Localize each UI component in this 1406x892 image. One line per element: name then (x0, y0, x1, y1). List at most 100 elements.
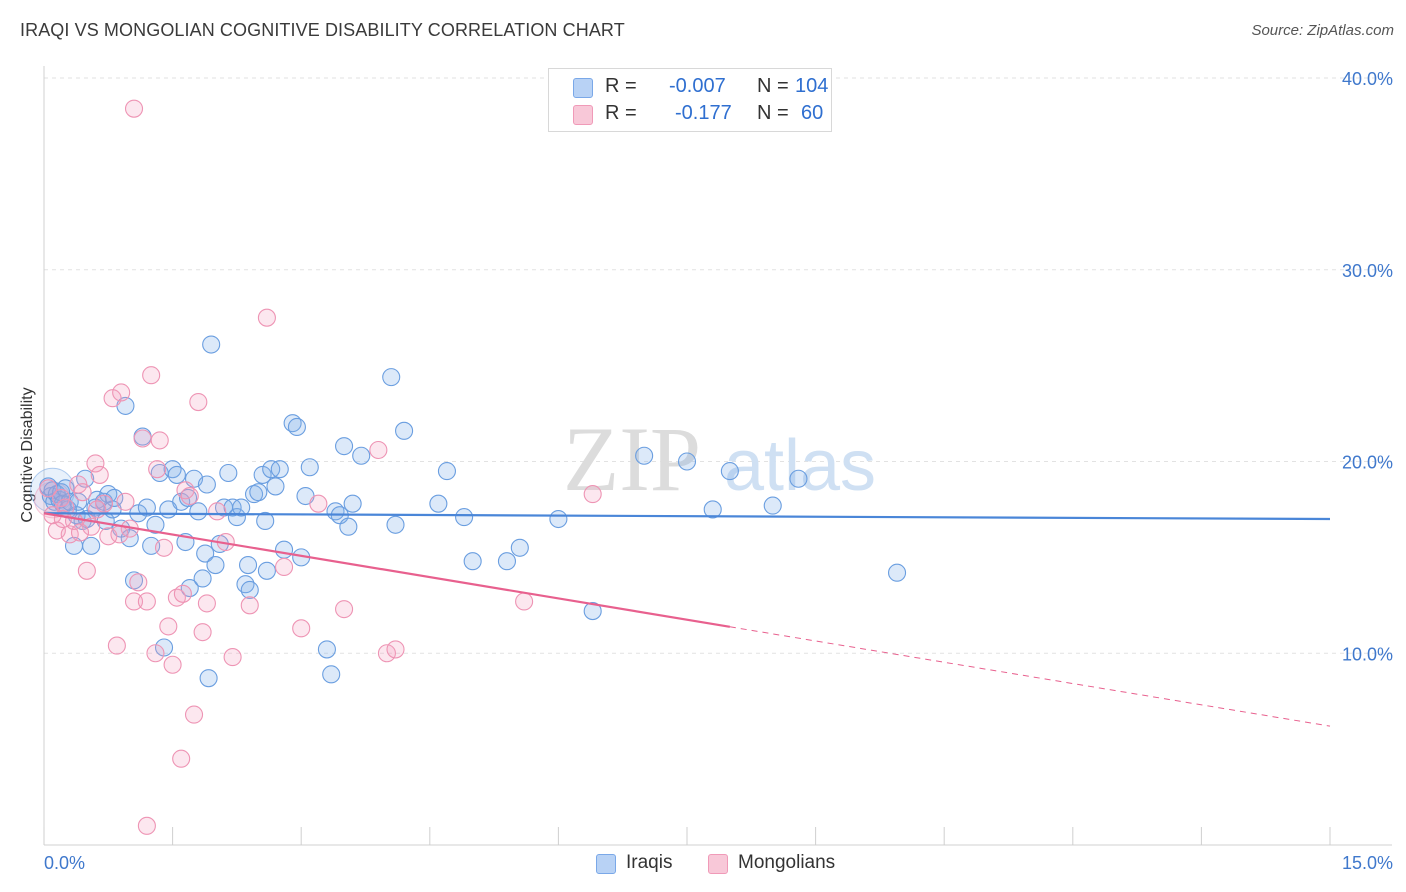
x-tick-label: 0.0% (44, 853, 85, 873)
point-iraqis (635, 446, 654, 465)
trend-lines (43, 512, 1331, 727)
y-tick-label: 30.0% (1342, 261, 1393, 281)
point-mongolians (154, 538, 174, 557)
point-iraqis (339, 517, 358, 536)
point-mongolians (240, 596, 259, 615)
point-mongolians (112, 383, 131, 402)
watermark: ZIP atlas (563, 408, 876, 510)
y-tick-label: 20.0% (1342, 453, 1393, 473)
point-iraqis (137, 498, 156, 517)
point-mongolians (159, 617, 178, 636)
point-iraqis (206, 555, 225, 575)
point-iraqis (256, 511, 275, 530)
n-value: 60 (801, 102, 824, 124)
point-mongolians (148, 460, 167, 479)
point-iraqis (270, 460, 289, 479)
point-iraqis (317, 640, 336, 659)
chart-title: IRAQI VS MONGOLIAN COGNITIVE DISABILITY … (20, 20, 625, 40)
point-mongolians (137, 592, 156, 611)
point-mongolians (377, 644, 396, 663)
point-mongolians (90, 465, 109, 484)
point-iraqis (196, 544, 215, 563)
point-mongolians (142, 366, 161, 385)
point-iraqis (193, 569, 212, 588)
point-iraqis (300, 458, 319, 477)
point-iraqis (199, 669, 218, 688)
point-iraqis (322, 665, 341, 684)
point-mongolians (116, 492, 135, 511)
point-mongolians (223, 648, 242, 667)
point-iraqis (395, 421, 414, 440)
point-iraqis (266, 477, 285, 496)
point-mongolians (180, 486, 199, 506)
point-mongolians (124, 592, 144, 611)
point-iraqis (167, 465, 186, 484)
point-iraqis (382, 368, 401, 387)
point-mongolians (335, 600, 354, 619)
point-iraqis (335, 437, 354, 456)
data-points (30, 99, 907, 835)
point-iraqis (549, 509, 568, 529)
point-iraqis (429, 494, 448, 513)
point-iraqis (189, 502, 208, 521)
point-mongolians (39, 479, 58, 498)
point-mongolians (163, 655, 182, 674)
point-mongolians (99, 527, 118, 546)
point-mongolians (86, 454, 105, 473)
point-mongolians (88, 500, 107, 519)
point-iraqis (287, 417, 306, 437)
legend-swatch-mongolians (573, 105, 593, 125)
point-iraqis (238, 555, 258, 575)
point-iraqis (232, 498, 251, 517)
point-mongolians (124, 99, 144, 118)
point-iraqis (677, 452, 697, 471)
n-label: N = (757, 75, 789, 97)
point-iraqis (219, 463, 238, 483)
point-mongolians (107, 636, 126, 655)
r-value: -0.177 (675, 102, 732, 124)
n-value: 104 (795, 75, 829, 97)
point-iraqis (463, 552, 482, 571)
legend-label-iraqis: Iraqis (626, 852, 673, 873)
point-mongolians (208, 502, 227, 521)
tick-labels: 10.0% 20.0% 30.0% 40.0% 0.0% 15.0% (44, 69, 1393, 873)
point-mongolians (184, 705, 204, 724)
point-iraqis (197, 475, 216, 494)
point-iraqis (105, 488, 124, 507)
point-mongolians (197, 594, 216, 613)
chart-source: Source: ZipAtlas.com (1251, 22, 1394, 39)
point-iraqis (510, 538, 529, 557)
point-iraqis (455, 508, 474, 527)
trend-line-mongolians (43, 512, 731, 628)
point-mongolians (189, 393, 208, 412)
point-mongolians (515, 592, 534, 611)
point-mongolians (309, 494, 328, 513)
legend-label-mongolians: Mongolians (738, 852, 836, 873)
point-iraqis (437, 462, 456, 481)
point-mongolians (173, 584, 192, 603)
y-tick-label: 40.0% (1342, 69, 1393, 89)
point-iraqis (386, 515, 405, 534)
stats-legend: R = -0.007 N = 104 R = -0.177 N = 60 (548, 68, 832, 132)
n-label: N = (757, 102, 789, 124)
point-iraqis (720, 462, 739, 481)
point-mongolians (52, 488, 71, 507)
point-iraqis (202, 335, 221, 354)
point-mongolians (146, 644, 165, 663)
point-iraqis (583, 602, 602, 621)
r-value: -0.007 (669, 75, 726, 97)
r-label: R = (605, 102, 637, 124)
point-mongolians (583, 485, 602, 504)
point-iraqis (257, 561, 276, 580)
y-tick-label: 10.0% (1342, 644, 1393, 664)
point-iraqis (120, 529, 139, 548)
point-iraqis (82, 536, 101, 555)
point-iraqis (249, 483, 268, 502)
point-iraqis (343, 494, 362, 513)
x-tick-label: 15.0% (1342, 853, 1393, 873)
r-label: R = (605, 75, 637, 97)
point-mongolians (137, 816, 156, 835)
point-iraqis (227, 508, 246, 527)
watermark-atlas: atlas (724, 426, 876, 506)
point-mongolians (275, 557, 294, 577)
